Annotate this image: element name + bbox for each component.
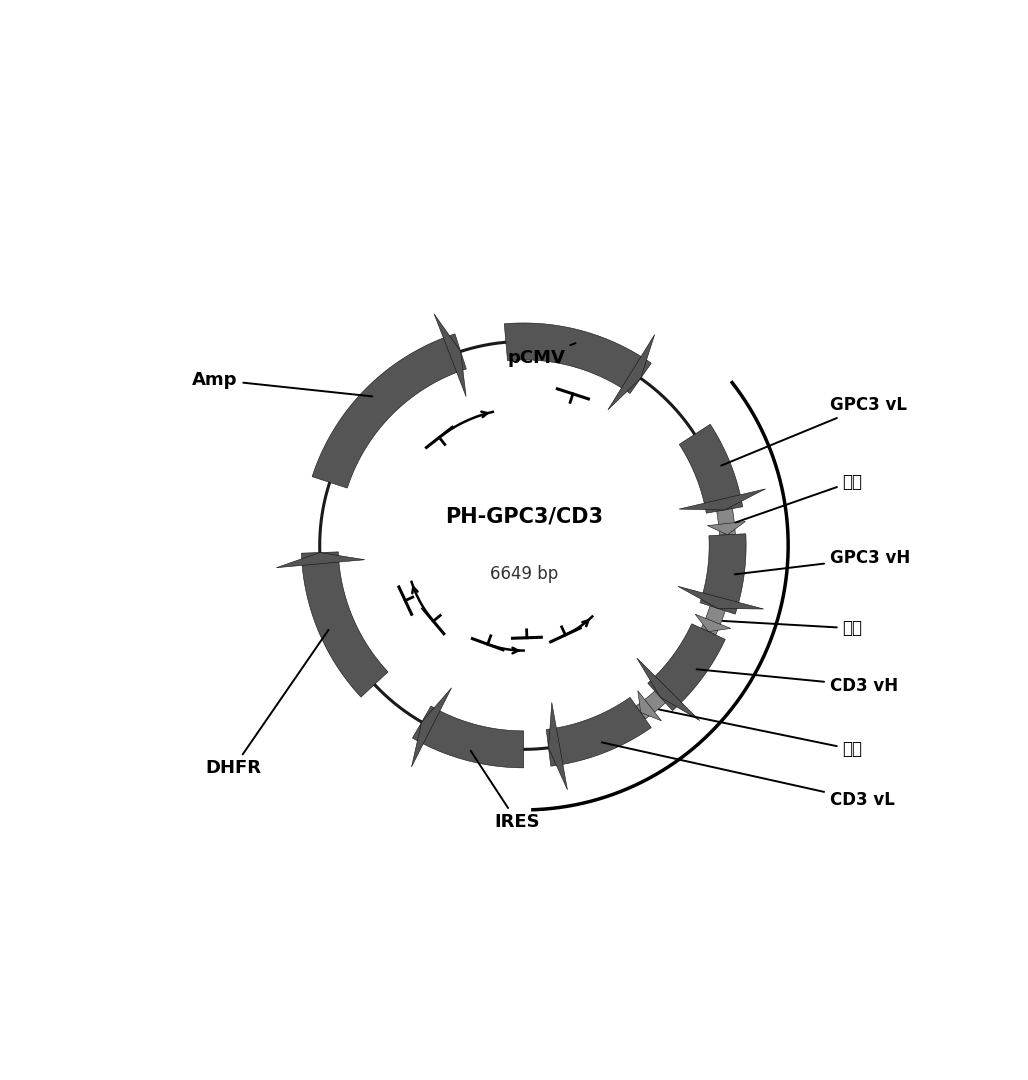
Text: 6649 bp: 6649 bp (489, 565, 558, 583)
Polygon shape (701, 606, 725, 635)
Polygon shape (707, 522, 745, 535)
Polygon shape (700, 534, 746, 615)
Polygon shape (717, 509, 735, 536)
Text: CD3 vH: CD3 vH (697, 670, 897, 694)
Polygon shape (434, 314, 466, 396)
Text: 接头: 接头 (723, 619, 862, 637)
Text: GPC3 vL: GPC3 vL (722, 396, 907, 465)
Polygon shape (680, 489, 766, 510)
Polygon shape (648, 624, 726, 711)
Polygon shape (313, 334, 467, 488)
Polygon shape (677, 586, 764, 609)
Polygon shape (301, 552, 388, 697)
Text: PH-GPC3/CD3: PH-GPC3/CD3 (445, 507, 602, 527)
Polygon shape (636, 658, 700, 720)
Polygon shape (608, 335, 655, 409)
Text: 接头: 接头 (659, 710, 862, 758)
Polygon shape (411, 688, 451, 767)
Polygon shape (695, 615, 731, 632)
Polygon shape (412, 706, 523, 768)
Text: Amp: Amp (192, 370, 372, 396)
Polygon shape (277, 553, 365, 568)
Polygon shape (546, 698, 652, 766)
Text: IRES: IRES (471, 751, 540, 832)
Polygon shape (637, 691, 661, 720)
Polygon shape (680, 424, 742, 513)
Text: 接头: 接头 (735, 473, 862, 523)
Polygon shape (549, 702, 567, 789)
Polygon shape (636, 691, 665, 719)
Text: pCMV: pCMV (508, 343, 576, 367)
Polygon shape (505, 323, 652, 393)
Text: GPC3 vH: GPC3 vH (735, 549, 910, 575)
Text: CD3 vL: CD3 vL (601, 742, 894, 809)
Text: DHFR: DHFR (205, 630, 329, 778)
